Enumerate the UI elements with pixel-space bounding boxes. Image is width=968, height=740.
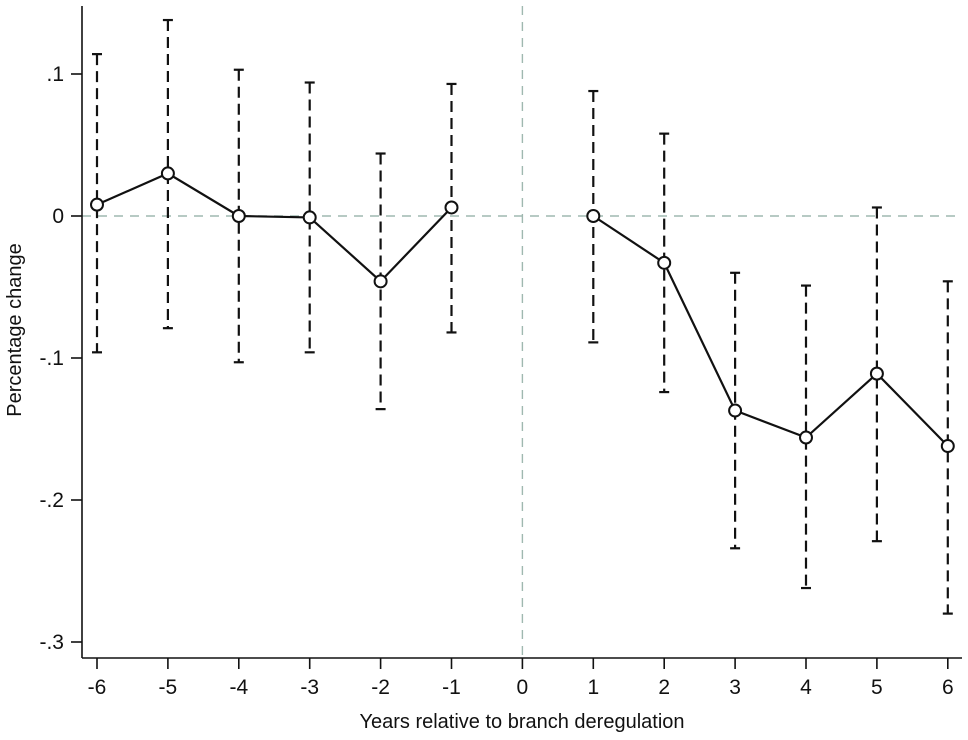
- data-point: [373, 274, 388, 289]
- x-tick-label: -3: [300, 676, 319, 699]
- data-point: [940, 439, 955, 454]
- y-tick-label: -.2: [39, 489, 64, 512]
- y-tick-label: .1: [46, 63, 64, 86]
- data-point: [657, 255, 672, 270]
- data-point: [302, 210, 317, 225]
- x-tick-label: -4: [229, 676, 248, 699]
- series-line-segment: [96, 172, 453, 283]
- x-tick-label: -5: [159, 676, 178, 699]
- x-tick-label: 5: [871, 676, 883, 699]
- x-tick-label: -6: [88, 676, 107, 699]
- data-point: [444, 200, 459, 215]
- data-point: [869, 366, 884, 381]
- x-tick-label: -1: [442, 676, 461, 699]
- y-tick-label: -.3: [39, 631, 64, 654]
- y-tick-label: -.1: [39, 347, 64, 370]
- series-line-segment: [592, 215, 949, 447]
- data-point: [231, 209, 246, 223]
- data-point: [586, 209, 601, 223]
- x-axis-ticks: -6 -5 -4 -3 -2 -1 0 1 2 3 4 5 6: [88, 658, 954, 699]
- x-tick-label: 6: [942, 676, 954, 699]
- y-axis-label: Percentage change: [4, 243, 26, 416]
- data-point: [90, 197, 104, 212]
- series-lines: [96, 172, 949, 447]
- x-tick-label: 4: [800, 676, 812, 699]
- x-tick-label: 2: [658, 676, 670, 699]
- data-point: [728, 403, 743, 418]
- y-tick-label: 0: [52, 205, 64, 228]
- data-point: [160, 166, 175, 181]
- x-tick-label: 3: [729, 676, 741, 699]
- x-tick-label: -2: [371, 676, 390, 699]
- x-axis-label: Years relative to branch deregulation: [359, 711, 684, 733]
- data-point: [799, 430, 813, 445]
- y-axis-ticks: .1 0 -.1 -.2 -.3: [39, 63, 82, 654]
- data-points: [90, 166, 955, 454]
- x-tick-label: 0: [517, 676, 529, 699]
- x-tick-label: 1: [587, 676, 599, 699]
- reference-lines: [82, 6, 962, 658]
